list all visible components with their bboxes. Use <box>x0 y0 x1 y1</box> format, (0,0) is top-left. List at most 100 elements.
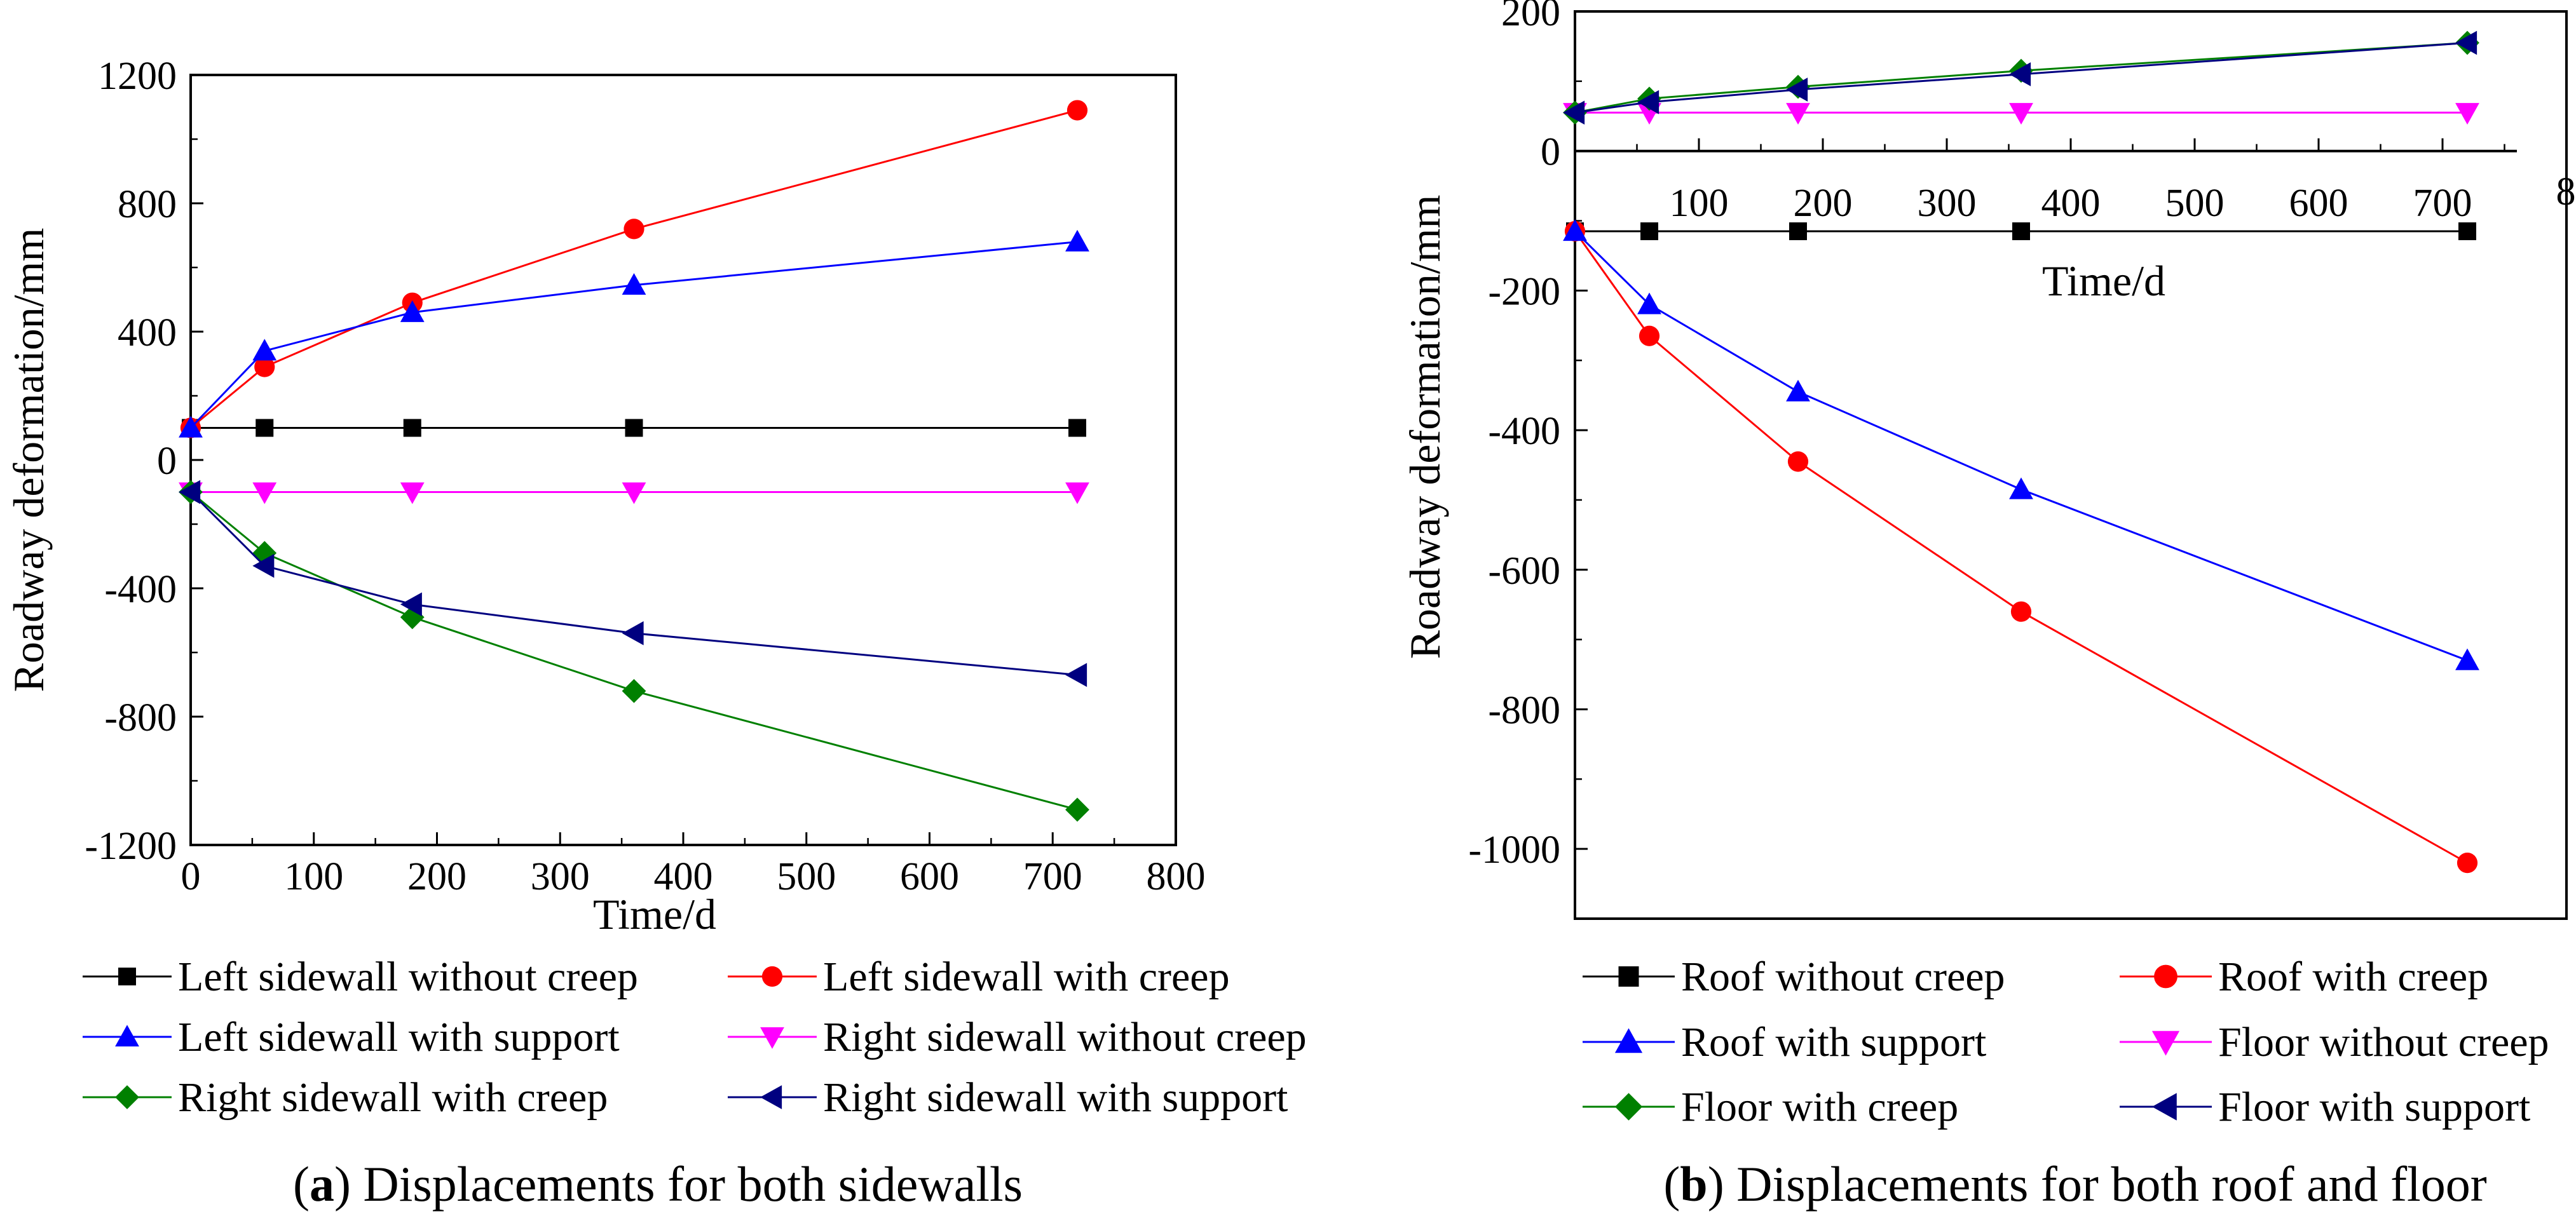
data-point-roof-without-creep <box>2012 222 2030 241</box>
data-point-right-sidewall-with-support <box>1065 663 1087 687</box>
panel-a-x-tick-label: 800 <box>1147 855 1206 898</box>
series-roof-with-creep <box>1564 220 2478 874</box>
data-point-left-sidewall-with-creep <box>624 219 644 240</box>
data-point-left-sidewall-without-creep <box>1068 419 1086 437</box>
panel-b-y-tick-label: -1000 <box>1468 828 1560 872</box>
data-point-floor-with-support <box>2455 30 2477 55</box>
series-right-sidewall-without-creep <box>179 482 1089 504</box>
series-roof-with-support <box>1563 219 2479 670</box>
legend-label: Right sidewall without creep <box>823 1014 1307 1060</box>
panel-b-x-tick-label: 100 <box>1670 182 1729 225</box>
data-point-floor-without-creep <box>2455 103 2479 125</box>
legend-swatch-marker <box>760 1027 784 1049</box>
data-point-left-sidewall-with-creep <box>254 356 275 377</box>
data-point-right-sidewall-without-creep <box>400 482 425 504</box>
series-left-sidewall-without-creep <box>182 419 1086 437</box>
data-point-roof-with-creep <box>2457 853 2478 874</box>
data-point-floor-without-creep <box>1786 103 1810 125</box>
panel-a-y-tick-label: 1200 <box>98 55 177 98</box>
series-line-left-sidewall-with-creep <box>190 109 1078 429</box>
panel-b-x-tick-label: 400 <box>2041 182 2101 225</box>
panel-a-legend: Left sidewall without creep Left sidewall… <box>83 954 1307 1121</box>
series-floor-without-creep <box>1563 103 2479 125</box>
series-right-sidewall-with-support <box>179 480 1087 687</box>
panel-a-y-tick-label: 400 <box>118 311 177 355</box>
panel-b-x-tick-label: 600 <box>2289 182 2348 225</box>
legend-item-right-sidewall-without-creep: Right sidewall without creep <box>728 1014 1307 1060</box>
data-point-left-sidewall-with-creep <box>1067 100 1088 121</box>
panel-a-x-tick-label: 700 <box>1023 855 1082 898</box>
panel-b-x-ticks: 100 200 300 400 500 600 700 800 <box>1575 138 2576 225</box>
panel-a-plot-frame <box>189 74 1177 846</box>
legend-item-right-sidewall-with-creep: Right sidewall with creep <box>83 1074 608 1121</box>
panel-b-x-tick-label: 200 <box>1794 182 1853 225</box>
panel-a-x-tick-label: 0 <box>181 855 201 898</box>
panel-b-caption: (b) Displacements for both roof and floo… <box>1663 1156 2486 1212</box>
series-left-sidewall-with-creep <box>180 100 1088 438</box>
data-point-roof-with-support <box>2009 477 2033 499</box>
data-point-roof-without-creep <box>1789 222 1807 241</box>
legend-label: Floor without creep <box>2218 1019 2549 1065</box>
panel-b-x-tick-label: 800 <box>2556 170 2576 213</box>
panel-b-series-layer <box>1563 30 2479 874</box>
panel-b-plot-frame <box>1574 10 2568 920</box>
legend-item-floor-with-creep: Floor with creep <box>1583 1084 1958 1130</box>
panel-a-x-tick-label: 600 <box>900 855 959 898</box>
panel-a-y-tick-label: -400 <box>104 568 177 611</box>
series-line-roof-with-support <box>1574 230 2468 661</box>
data-point-right-sidewall-without-creep <box>1065 482 1089 504</box>
legend-item-left-sidewall-without-creep: Left sidewall without creep <box>83 954 638 1000</box>
data-point-roof-without-creep <box>1640 222 1658 241</box>
panel-a-y-ticks: 1200 800 400 0 -400 -800 -1200 <box>85 55 203 868</box>
legend-item-roof-without-creep: Roof without creep <box>1583 954 2005 1000</box>
data-point-roof-with-support <box>1637 292 1661 314</box>
panel-a-y-tick-label: 800 <box>118 183 177 226</box>
legend-swatch-marker <box>2154 964 2177 989</box>
data-point-floor-with-support <box>1786 78 1808 102</box>
panel-b-y-tick-label: -800 <box>1488 689 1560 732</box>
panel-a-x-tick-label: 200 <box>407 855 467 898</box>
legend-swatch-marker <box>1614 1028 1643 1053</box>
panel-a-caption-label: a <box>310 1156 334 1212</box>
data-point-floor-with-support <box>1637 90 1659 114</box>
legend-swatch-marker <box>761 966 783 987</box>
legend-swatch-marker <box>1614 1093 1643 1121</box>
panel-b-x-axis-title: Time/d <box>2042 257 2165 305</box>
legend-label: Floor with creep <box>1681 1084 1958 1130</box>
data-point-left-sidewall-with-support <box>622 273 646 295</box>
data-point-roof-with-support <box>1563 219 1587 241</box>
legend-swatch-marker <box>1618 966 1639 987</box>
legend-label: Left sidewall with support <box>178 1014 620 1060</box>
series-left-sidewall-with-support <box>179 229 1089 438</box>
data-point-floor-without-creep <box>2009 103 2033 125</box>
data-point-roof-with-creep <box>1639 325 1660 346</box>
data-point-right-sidewall-without-creep <box>252 482 277 504</box>
series-line-roof-with-creep <box>1574 231 2468 864</box>
data-point-right-sidewall-with-support <box>622 621 644 645</box>
panel-a-y-tick-label: -800 <box>104 696 177 740</box>
data-point-roof-with-creep <box>2010 601 2032 622</box>
legend-item-left-sidewall-with-support: Left sidewall with support <box>83 1014 620 1060</box>
data-point-left-sidewall-with-support <box>1065 229 1089 252</box>
legend-item-roof-with-creep: Roof with creep <box>2120 954 2488 1000</box>
series-right-sidewall-with-creep <box>179 480 1089 822</box>
panel-a-y-axis-title: Roadway deformation/mm <box>4 228 53 693</box>
data-point-left-sidewall-with-support <box>252 339 277 361</box>
data-point-left-sidewall-without-creep <box>403 419 421 437</box>
panel-b-legend: Roof without creep Roof with creep Roof wi… <box>1583 954 2549 1130</box>
legend-item-left-sidewall-with-creep: Left sidewall with creep <box>728 954 1230 1000</box>
legend-item-right-sidewall-with-support: Right sidewall with support <box>728 1074 1288 1121</box>
data-point-floor-with-support <box>2009 62 2031 86</box>
legend-item-roof-with-support: Roof with support <box>1583 1019 1986 1065</box>
panel-b-x-tick-label: 300 <box>1918 182 1977 225</box>
legend-label: Right sidewall with support <box>823 1074 1288 1121</box>
panel-a-y-tick-label: 0 <box>157 440 177 483</box>
panel-b-caption-label: b <box>1680 1156 1707 1212</box>
data-point-right-sidewall-with-creep <box>622 679 646 703</box>
data-point-roof-with-support <box>2455 648 2479 670</box>
legend-item-floor-with-support: Floor with support <box>2120 1084 2530 1130</box>
legend-swatch-marker <box>115 1025 139 1047</box>
panel-b-x-tick-label: 700 <box>2413 182 2472 225</box>
series-roof-without-creep <box>1566 222 2476 241</box>
